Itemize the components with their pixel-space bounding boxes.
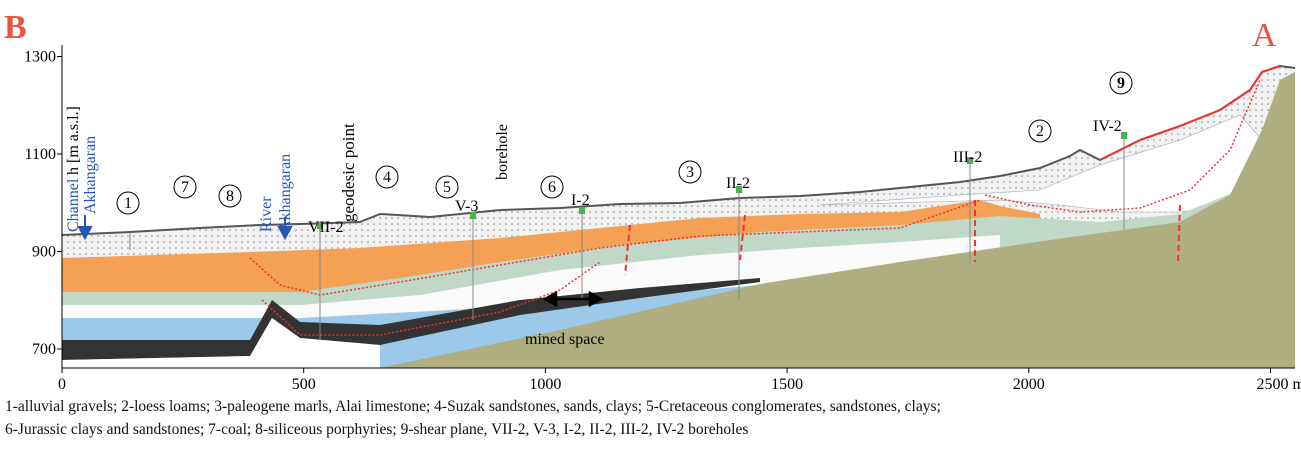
borehole-label: III-2 xyxy=(953,149,982,166)
borehole-label: VII-2 xyxy=(308,219,344,236)
borehole-marker xyxy=(1121,132,1127,139)
x-tick-label: 500 xyxy=(292,376,316,393)
x-tick-label: 0 xyxy=(58,376,66,393)
annotation: mined space xyxy=(525,331,605,348)
borehole-label: V-3 xyxy=(455,198,478,215)
borehole-label: IV-2 xyxy=(1093,118,1122,135)
y-tick-label: 700 xyxy=(32,341,56,358)
river-label: River xyxy=(258,196,275,232)
layer-number: 5 xyxy=(443,179,451,196)
layer-number: 4 xyxy=(383,169,391,186)
y-axis-label: h [m a.s.l.] xyxy=(65,106,82,175)
layers xyxy=(62,66,1295,368)
layer-number: 2 xyxy=(1036,123,1044,140)
channel-label: Akhangaran xyxy=(82,136,99,214)
annotation: geodesic point xyxy=(339,123,358,222)
x-tick-label: 1000 xyxy=(529,376,561,393)
layer-number: 8 xyxy=(226,188,234,205)
layer-number: 3 xyxy=(686,164,694,181)
channel-label: Channel xyxy=(65,178,82,232)
y-tick-label: 1100 xyxy=(25,146,56,163)
layer-number: 7 xyxy=(181,179,189,196)
x-tick-label: 1500 xyxy=(771,376,803,393)
layer-number: 1 xyxy=(124,195,132,212)
cross-section: B A h [m a.s.l.] Channel Akhangaran Rive… xyxy=(0,0,1301,395)
layer-number: 6 xyxy=(548,179,556,196)
x-tick-label: 2500 m xyxy=(1257,376,1301,393)
annotation: borehole xyxy=(494,124,511,180)
figure: B A h [m a.s.l.] Channel Akhangaran Rive… xyxy=(0,0,1301,450)
borehole-label: I-2 xyxy=(571,192,590,209)
caption: 1-alluvial gravels; 2-loess loams; 3-pal… xyxy=(5,398,941,416)
y-tick-label: 1300 xyxy=(24,49,56,66)
layer-number: 9 xyxy=(1117,75,1125,92)
x-tick-label: 2000 xyxy=(1013,376,1045,393)
borehole-label: II-2 xyxy=(726,175,750,192)
section-end-label: B xyxy=(4,9,27,46)
river-label: Akhangaran xyxy=(277,154,294,232)
caption: 6-Jurassic clays and sandstones; 7-coal;… xyxy=(5,421,748,439)
section-end-label: A xyxy=(1252,17,1277,54)
y-tick-label: 900 xyxy=(32,244,56,261)
